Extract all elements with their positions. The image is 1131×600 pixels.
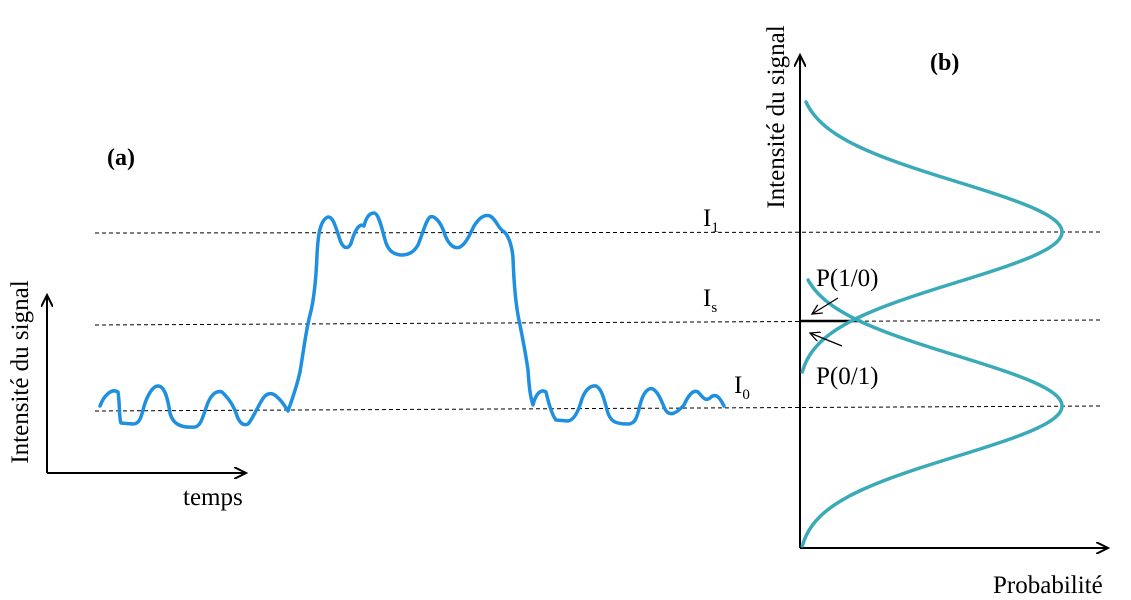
dashed-line-i0 (94, 405, 1101, 412)
panel-a-x-axis-title: temps (183, 484, 243, 511)
annotation-p01: P(0/1) (816, 363, 879, 390)
panel-a-y-axis-title: Intensité du signal (7, 280, 34, 463)
panel-b-x-axis-title: Probabilité (993, 572, 1103, 599)
p10-arrow (812, 297, 839, 314)
level-label-i1: I1 (703, 205, 719, 236)
panel-b-label: (b) (930, 50, 959, 76)
distribution-curve-state-1 (800, 100, 1064, 374)
distribution-curve-state-0 (800, 278, 1064, 548)
p01-arrow (810, 333, 843, 347)
level-label-is: Is (703, 285, 717, 316)
dashed-line-i1 (94, 231, 1101, 234)
signal-trace (98, 211, 726, 429)
panel-a-label: (a) (107, 145, 135, 171)
level-label-i0: I0 (734, 372, 750, 403)
annotation-p10: P(1/0) (816, 265, 879, 292)
panel-b-y-axis-title: Intensité du signal (763, 25, 790, 208)
dashed-line-is (94, 319, 1101, 326)
